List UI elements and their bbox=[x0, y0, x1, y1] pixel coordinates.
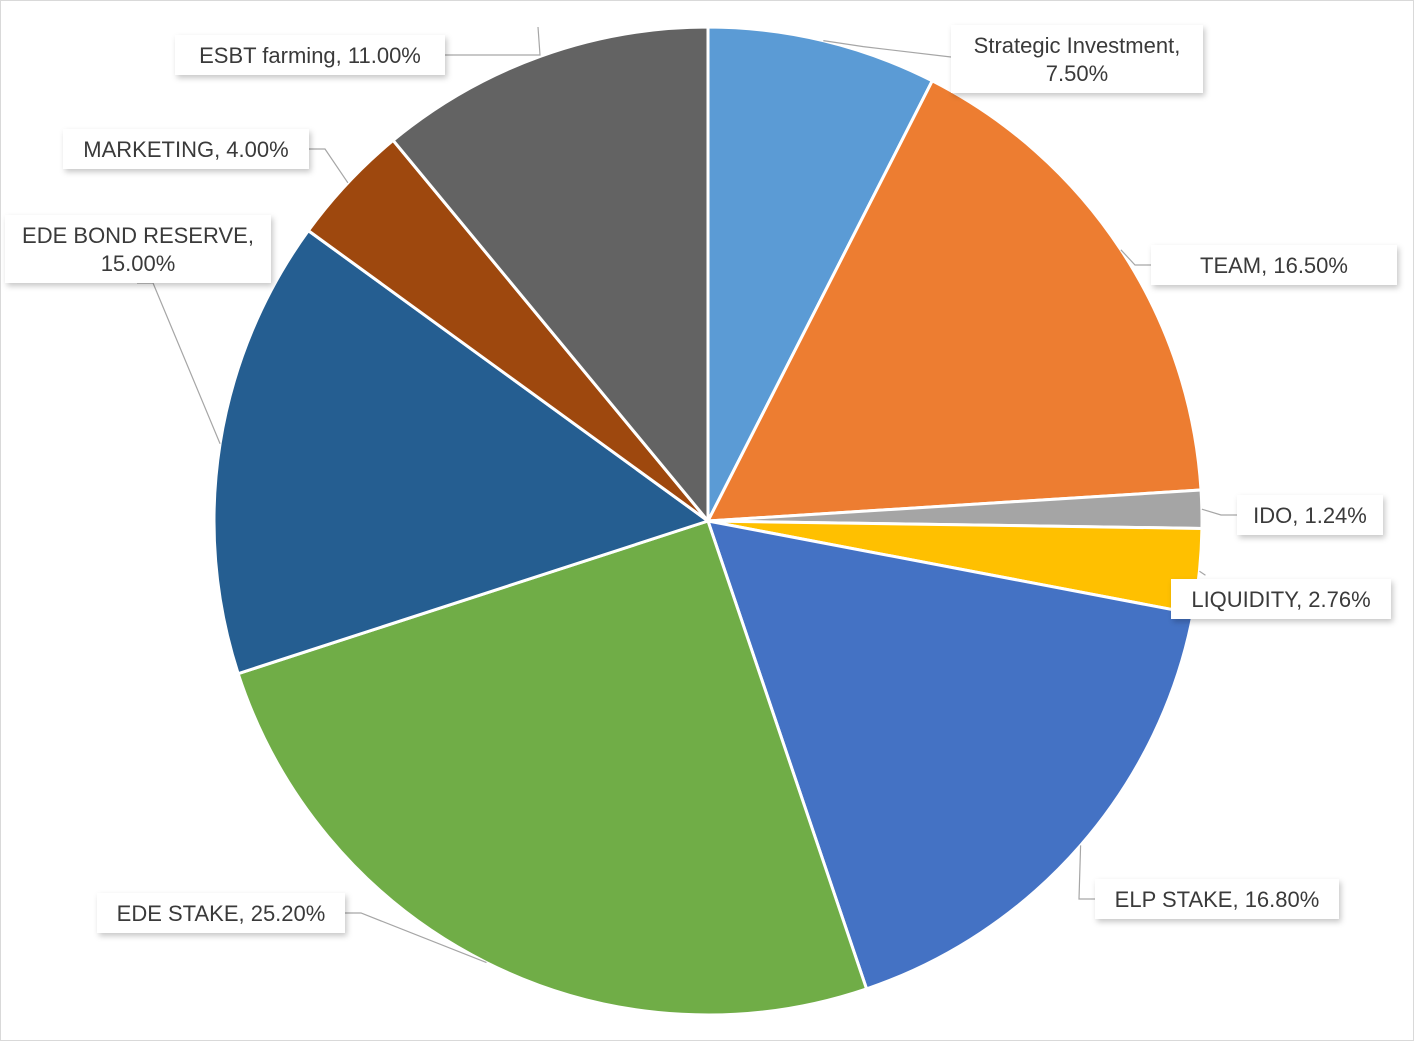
leader-line-ede-bond-reserve bbox=[137, 282, 221, 444]
data-label-strategic-investment: Strategic Investment, 7.50% bbox=[951, 25, 1203, 93]
data-label-team: TEAM, 16.50% bbox=[1151, 245, 1397, 285]
data-label-box bbox=[5, 215, 271, 283]
data-label-box bbox=[1095, 879, 1339, 919]
data-labels-layer: Strategic Investment, 7.50% TEAM, 16.50% ID… bbox=[5, 25, 1397, 933]
leader-line-ido bbox=[1201, 508, 1237, 516]
data-label-text: ELP STAKE, 16.80% bbox=[1115, 887, 1320, 912]
slices-layer bbox=[212, 25, 1204, 1017]
data-label-esbt-farming: ESBT farming, 11.00% bbox=[175, 35, 445, 75]
data-label-ede-stake: EDE STAKE, 25.20% bbox=[97, 893, 345, 933]
leader-line-strategic-investment bbox=[823, 40, 952, 58]
data-label-box bbox=[97, 893, 345, 933]
data-label-text: MARKETING, 4.00% bbox=[83, 137, 288, 162]
data-label-text: EDE STAKE, 25.20% bbox=[117, 901, 326, 926]
leader-line-marketing bbox=[309, 148, 349, 184]
data-label-box bbox=[1171, 579, 1391, 619]
data-label-text: Strategic Investment, 7.50% bbox=[974, 33, 1181, 86]
data-label-ido: IDO, 1.24% bbox=[1237, 495, 1383, 535]
pie-slice-elp-stake bbox=[705, 519, 1196, 991]
data-label-box bbox=[63, 129, 309, 169]
data-label-ede-bond-reserve: EDE BOND RESERVE, 15.00% bbox=[5, 215, 271, 283]
data-label-elp-stake: ELP STAKE, 16.80% bbox=[1095, 879, 1339, 919]
pie-slice-esbt-farming bbox=[391, 25, 710, 526]
data-label-text: TEAM, 16.50% bbox=[1200, 253, 1348, 278]
pie-slice-strategic-investment bbox=[706, 25, 935, 522]
leader-line-elp-stake bbox=[1078, 845, 1095, 900]
data-label-liquidity: LIQUIDITY, 2.76% bbox=[1171, 579, 1391, 619]
leader-line-liquidity bbox=[1199, 570, 1206, 576]
data-label-text: IDO, 1.24% bbox=[1253, 503, 1367, 528]
data-label-text: ESBT farming, 11.00% bbox=[199, 43, 421, 68]
data-label-marketing: MARKETING, 4.00% bbox=[63, 129, 309, 169]
pie-slice-ede-stake bbox=[236, 519, 869, 1017]
data-label-text: EDE BOND RESERVE, 15.00% bbox=[22, 223, 254, 276]
data-label-box bbox=[951, 25, 1203, 93]
data-label-box bbox=[1151, 245, 1397, 285]
data-label-box bbox=[1237, 495, 1383, 535]
leader-line-team bbox=[1120, 249, 1151, 266]
data-label-text: LIQUIDITY, 2.76% bbox=[1191, 587, 1370, 612]
data-label-box bbox=[175, 35, 445, 75]
leader-line-ede-stake bbox=[345, 912, 487, 964]
leader-line-esbt-farming bbox=[445, 26, 541, 56]
